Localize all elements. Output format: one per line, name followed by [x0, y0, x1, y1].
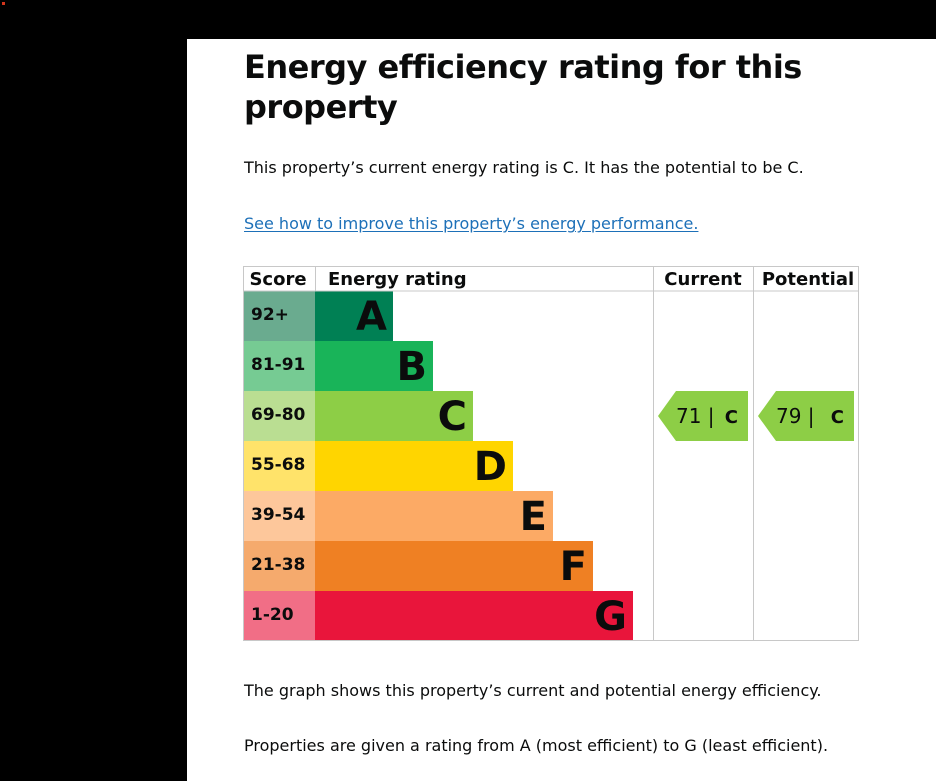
potential-rating-arrow: [758, 391, 854, 441]
score-cell: [243, 291, 315, 341]
current-rating-arrow: [658, 391, 748, 441]
rating-letter: A: [356, 294, 387, 340]
rating-bar: [315, 441, 513, 491]
score-label: 21-38: [251, 555, 305, 575]
column-header: Current: [664, 269, 742, 290]
rating-bar: [315, 341, 433, 391]
score-label: 92+: [251, 305, 289, 325]
rating-scale-text: Properties are given a rating from A (mo…: [244, 736, 829, 755]
rating-letter: G: [594, 594, 627, 640]
energy-rating-chart: Score Energy rating Current Potential 92+ A 81…: [243, 266, 859, 641]
score-cell: [243, 341, 315, 391]
column-header: Potential: [762, 269, 854, 290]
current-rating-text: This property’s current energy rating is…: [244, 158, 804, 177]
potential-rating-letter: C: [831, 407, 844, 428]
score-cell: [243, 591, 315, 641]
current-rating-letter: C: [725, 407, 738, 428]
rating-bar: [315, 491, 553, 541]
content-page: Energy efficiency rating for this proper…: [187, 39, 936, 781]
rating-bar: [315, 541, 593, 591]
score-label: 1-20: [251, 605, 294, 625]
page-title: Energy efficiency rating for this proper…: [244, 48, 802, 126]
score-cell: [243, 391, 315, 441]
score-label: 81-91: [251, 355, 305, 375]
score-cell: [243, 441, 315, 491]
chart-border: [243, 266, 859, 641]
score-cell: [243, 491, 315, 541]
score-label: 69-80: [251, 405, 306, 425]
rating-bar: [315, 591, 633, 641]
rating-letter: F: [560, 544, 587, 590]
rating-letter: C: [438, 394, 467, 440]
score-label: 39-54: [251, 505, 306, 525]
graph-description: The graph shows this property’s current …: [244, 681, 822, 700]
corner-marker: [2, 2, 5, 5]
current-rating-score: 71 |: [676, 404, 715, 428]
rating-letter: B: [397, 344, 428, 390]
rating-letter: E: [520, 494, 547, 540]
score-cell: [243, 541, 315, 591]
potential-rating-score: 79 |: [776, 404, 815, 428]
improve-energy-link[interactable]: See how to improve this property’s energ…: [244, 214, 699, 233]
rating-letter: D: [474, 444, 507, 490]
score-label: 55-68: [251, 455, 305, 475]
column-header: Score: [249, 269, 306, 290]
energy-rating-svg: Score Energy rating Current Potential 92+ A 81…: [243, 266, 859, 641]
rating-bar: [315, 291, 393, 341]
rating-bar: [315, 391, 473, 441]
column-header: Energy rating: [328, 269, 467, 290]
